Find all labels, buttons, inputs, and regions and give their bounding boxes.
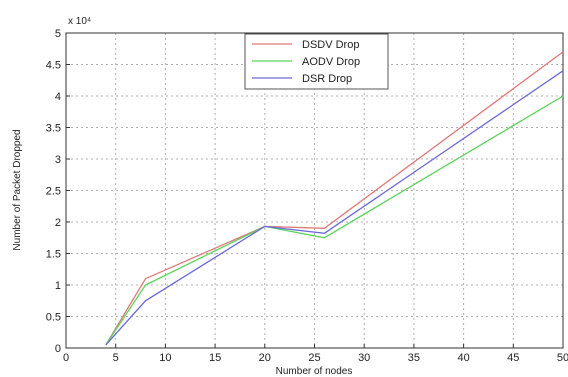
x-tick-label: 50 xyxy=(557,352,568,364)
x-tick-label: 10 xyxy=(159,352,171,364)
series-line-dsdv-drop xyxy=(105,51,564,346)
legend-box xyxy=(244,33,389,90)
x-tick-label: 25 xyxy=(308,352,320,364)
x-tick-label: 45 xyxy=(507,352,519,364)
series xyxy=(105,51,564,346)
y-tick-label: 1.5 xyxy=(46,249,61,261)
y-axis-ticks: 0 0.5 1 1.5 2 2.5 3 3.5 4 4.5 5 xyxy=(46,28,70,355)
x-axis-ticks: 0 5 10 15 20 25 30 35 40 45 50 xyxy=(63,344,568,364)
y-tick-label: 2.5 xyxy=(46,186,61,198)
y-tick-label: 4 xyxy=(55,91,61,103)
x-tick-label: 40 xyxy=(457,352,469,364)
y-exponent-label: x 10⁴ xyxy=(68,16,91,27)
x-axis-label: Number of nodes xyxy=(276,366,353,377)
x-tick-label: 35 xyxy=(408,352,420,364)
series-line-dsr-drop xyxy=(105,70,564,346)
x-tick-label: 20 xyxy=(259,352,271,364)
x-tick-label: 5 xyxy=(113,352,119,364)
legend-label-aodv: AODV Drop xyxy=(302,56,360,68)
legend: DSDV Drop AODV Drop DSR Drop xyxy=(244,33,389,90)
x-tick-label: 15 xyxy=(209,352,221,364)
y-tick-label: 1 xyxy=(55,280,61,292)
legend-label-dsr: DSR Drop xyxy=(302,73,352,85)
y-tick-label: 2 xyxy=(55,217,61,229)
x-tick-label: 0 xyxy=(63,352,69,364)
y-tick-label: 3.5 xyxy=(46,123,61,135)
y-tick-label: 3 xyxy=(55,154,61,166)
x-tick-label: 30 xyxy=(358,352,370,364)
y-tick-label: 5 xyxy=(55,28,61,40)
y-tick-label: 0 xyxy=(55,343,61,355)
y-tick-label: 0.5 xyxy=(46,312,61,324)
y-tick-label: 4.5 xyxy=(46,60,61,72)
legend-label-dsdv: DSDV Drop xyxy=(302,39,359,51)
y-axis-label: Number of Packet Dropped xyxy=(12,129,23,250)
